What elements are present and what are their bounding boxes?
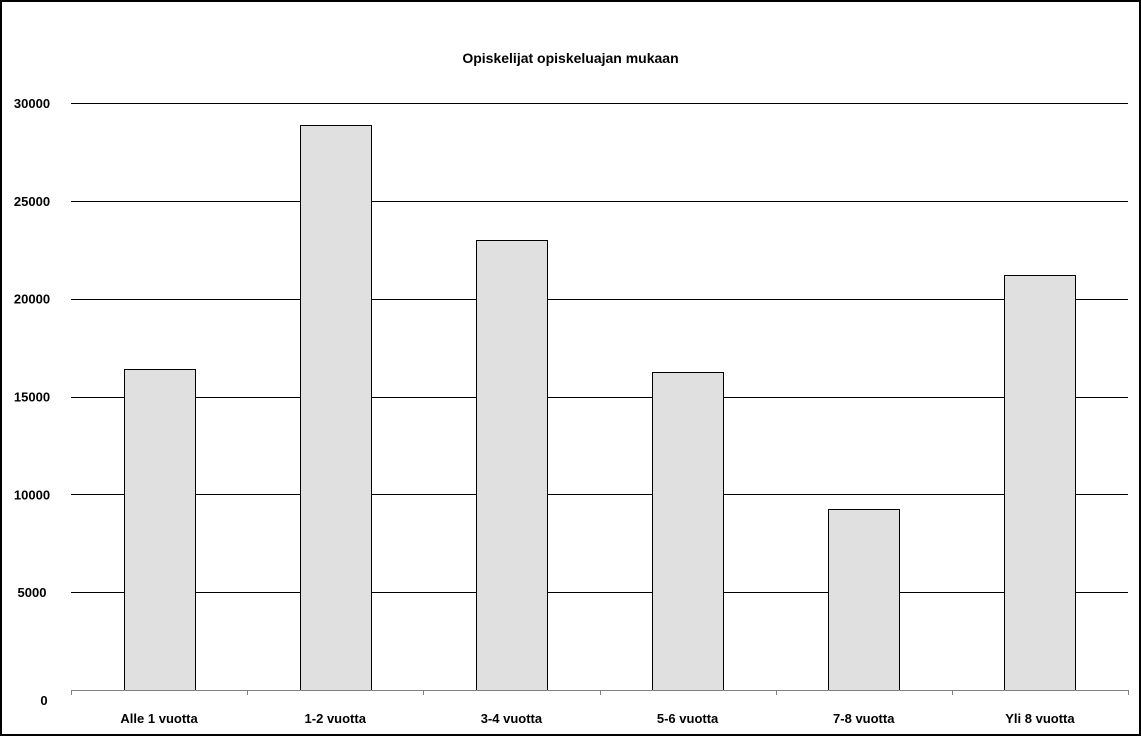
x-tick-label: 7-8 vuotta	[833, 711, 895, 726]
axes	[71, 690, 1129, 695]
bar-6	[1004, 275, 1076, 691]
y-tick-label: 5000	[18, 585, 47, 600]
x-tick-label: 3-4 vuotta	[481, 711, 543, 726]
bar-5	[828, 509, 900, 691]
y-tick-label: 15000	[14, 390, 50, 405]
tick-labels: 0 5000 10000 15000 20000 25000 30000 Alle 1 vuo…	[14, 96, 1075, 726]
bar-3	[476, 240, 548, 691]
x-tick-label: 1-2 vuotta	[305, 711, 367, 726]
chart-title: Opiskelijat opiskeluajan mukaan	[462, 50, 679, 66]
x-tick-label: Alle 1 vuotta	[120, 711, 198, 726]
bar-2	[300, 125, 372, 691]
y-tick-label: 10000	[14, 487, 50, 502]
y-tick-label: 30000	[14, 96, 50, 111]
gridlines	[71, 103, 1128, 593]
y-tick-label: 0	[40, 693, 47, 708]
x-tick-label: Yli 8 vuotta	[1005, 711, 1075, 726]
y-tick-label: 25000	[14, 194, 50, 209]
y-tick-label: 20000	[14, 292, 50, 307]
bars	[124, 125, 1076, 691]
bar-4	[652, 372, 724, 691]
bar-1	[124, 369, 196, 691]
x-tick-label: 5-6 vuotta	[657, 711, 719, 726]
